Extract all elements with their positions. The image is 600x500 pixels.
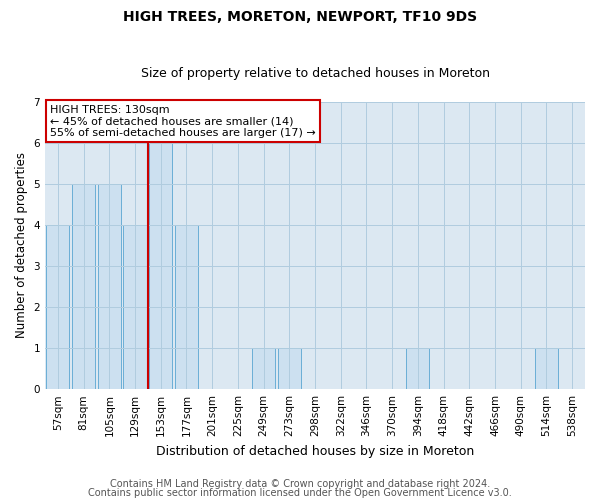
Bar: [278, 348, 301, 389]
Bar: [252, 348, 275, 389]
Bar: [406, 348, 430, 389]
Text: Contains public sector information licensed under the Open Government Licence v3: Contains public sector information licen…: [88, 488, 512, 498]
X-axis label: Distribution of detached houses by size in Moreton: Distribution of detached houses by size …: [156, 444, 474, 458]
Text: Contains HM Land Registry data © Crown copyright and database right 2024.: Contains HM Land Registry data © Crown c…: [110, 479, 490, 489]
Bar: [175, 225, 198, 389]
Title: Size of property relative to detached houses in Moreton: Size of property relative to detached ho…: [140, 66, 490, 80]
Bar: [535, 348, 558, 389]
Text: HIGH TREES: 130sqm
← 45% of detached houses are smaller (14)
55% of semi-detache: HIGH TREES: 130sqm ← 45% of detached hou…: [50, 105, 316, 138]
Bar: [72, 184, 95, 389]
Y-axis label: Number of detached properties: Number of detached properties: [15, 152, 28, 338]
Bar: [46, 225, 70, 389]
Bar: [124, 225, 146, 389]
Bar: [149, 142, 172, 389]
Text: HIGH TREES, MORETON, NEWPORT, TF10 9DS: HIGH TREES, MORETON, NEWPORT, TF10 9DS: [123, 10, 477, 24]
Bar: [98, 184, 121, 389]
